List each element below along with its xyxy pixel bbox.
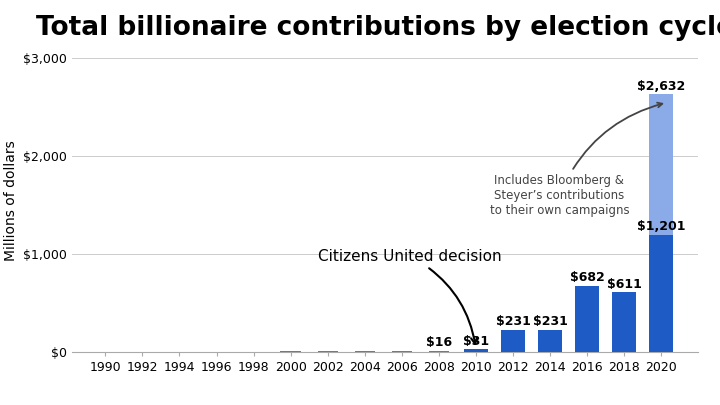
Bar [354,351,375,352]
Bar [428,351,449,352]
Text: $231: $231 [533,315,567,328]
Text: $1,201: $1,201 [637,220,685,233]
Text: Includes Bloomberg &
Steyer’s contributions
to their own campaigns: Includes Bloomberg & Steyer’s contributi… [490,103,662,217]
Bar [392,351,412,352]
Text: $16: $16 [426,336,452,349]
Bar [612,292,636,352]
Bar [501,330,525,352]
Bar [281,351,301,352]
Bar [649,94,673,352]
Bar [464,349,488,352]
Text: $611: $611 [607,278,642,291]
Y-axis label: Millions of dollars: Millions of dollars [4,140,18,261]
Text: $231: $231 [495,315,531,328]
Bar [318,351,338,352]
Text: $682: $682 [570,271,605,284]
Text: $2,632: $2,632 [637,80,685,93]
Title: Total billionaire contributions by election cycle: Total billionaire contributions by elect… [36,15,720,41]
Bar [538,330,562,352]
Bar [575,286,599,352]
Text: $31: $31 [463,335,489,347]
Bar [649,234,673,352]
Text: Citizens United decision: Citizens United decision [318,249,502,344]
